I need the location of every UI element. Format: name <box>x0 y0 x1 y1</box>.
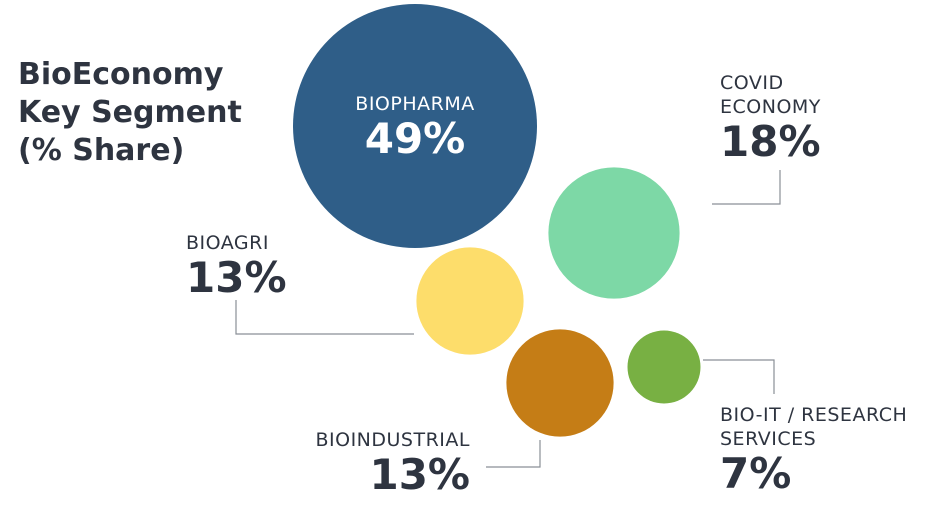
leader-lines <box>235 170 781 468</box>
series-name-bioindustrial: BIOINDUSTRIAL <box>315 429 470 451</box>
leader-bioindustrial <box>486 440 541 468</box>
series-name-biopharma: BIOPHARMA <box>355 93 475 115</box>
label-covid-economy: COVID ECONOMY 18% <box>720 71 821 165</box>
series-name-bio-it-line-2: SERVICES <box>720 428 817 450</box>
series-name-bioagri: BIOAGRI <box>186 232 269 254</box>
data-label-biopharma: 49% <box>364 114 466 163</box>
label-biopharma: BIOPHARMA 49% <box>315 92 515 162</box>
bubble-covid-economy <box>548 167 680 299</box>
data-label-bioindustrial: 13% <box>369 450 470 499</box>
title-line-3: (% Share) <box>18 133 185 168</box>
leader-covid-economy <box>712 170 781 205</box>
title-line-1: BioEconomy <box>18 57 224 92</box>
bubbles <box>293 4 701 437</box>
title-line-2: Key Segment <box>18 95 242 130</box>
bubble-bioagri <box>416 247 524 355</box>
bubble-bio-it-research <box>627 330 701 404</box>
data-label-covid-economy: 18% <box>720 117 821 166</box>
label-bio-it-research: BIO-IT / RESEARCH SERVICES 7% <box>720 403 907 497</box>
leader-bioagri <box>235 300 414 335</box>
chart-title: BioEconomy Key Segment (% Share) <box>18 56 242 170</box>
bubble-biopharma <box>293 4 537 248</box>
series-name-bio-it-line-1: BIO-IT / RESEARCH <box>720 404 908 426</box>
leader-bio-it-research <box>703 359 775 394</box>
label-bioindustrial: BIOINDUSTRIAL 13% <box>270 428 470 498</box>
data-label-bio-it-research: 7% <box>720 449 792 498</box>
data-label-bioagri: 13% <box>186 253 287 302</box>
bubble-bioindustrial <box>506 329 614 437</box>
series-name-covid-line-1: COVID <box>720 72 784 94</box>
series-name-covid-line-2: ECONOMY <box>720 96 821 118</box>
label-bioagri: BIOAGRI 13% <box>186 231 287 301</box>
